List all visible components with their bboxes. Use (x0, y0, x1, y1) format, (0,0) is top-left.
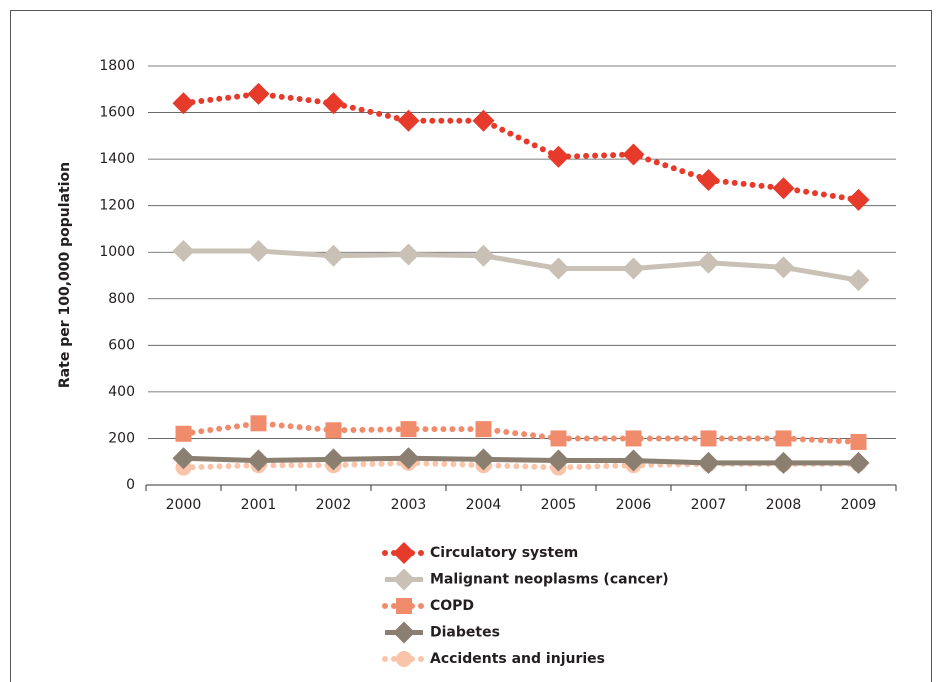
x-tick-label: 2003 (391, 497, 427, 513)
data-point (175, 425, 192, 442)
y-tick-label: 800 (108, 291, 135, 307)
data-point (397, 109, 420, 132)
y-tick-label: 1800 (99, 58, 135, 74)
data-point (622, 257, 645, 280)
data-point (547, 257, 570, 280)
data-point (622, 449, 645, 472)
legend-marker (393, 621, 415, 644)
data-point (250, 415, 267, 432)
data-point (472, 109, 495, 132)
data-point (325, 422, 342, 439)
data-point (700, 430, 717, 447)
data-point (847, 451, 870, 474)
y-tick-label: 200 (108, 430, 135, 446)
x-tick-label: 2006 (616, 497, 652, 513)
x-tick-label: 2007 (691, 497, 727, 513)
legend-label: Malignant neoplasms (cancer) (430, 572, 669, 588)
data-point (172, 447, 195, 470)
legend-marker (393, 568, 415, 591)
y-axis-label: Rate per 100,000 population (57, 162, 73, 388)
data-point (550, 430, 567, 447)
data-point (397, 447, 420, 470)
y-tick-label: 600 (108, 337, 135, 353)
x-tick-label: 2000 (166, 497, 202, 513)
data-point (847, 188, 870, 211)
data-point (772, 177, 795, 200)
data-point (547, 145, 570, 168)
legend-label: Diabetes (430, 625, 500, 641)
data-point (850, 433, 867, 450)
data-point (625, 430, 642, 447)
y-tick-label: 0 (126, 477, 135, 493)
data-point (172, 92, 195, 115)
data-point (472, 448, 495, 471)
y-tick-label: 1400 (99, 151, 135, 167)
series-line (183, 248, 859, 283)
data-point (397, 243, 420, 266)
data-point (400, 421, 417, 438)
data-point (247, 449, 270, 472)
data-point (772, 451, 795, 474)
x-tick-label: 2001 (241, 497, 277, 513)
y-tick-label: 1000 (99, 244, 135, 260)
y-tick-label: 1200 (99, 198, 135, 214)
series-line (180, 90, 862, 203)
data-point (622, 143, 645, 166)
legend-label: COPD (430, 598, 474, 614)
x-tick-label: 2005 (541, 497, 577, 513)
series-line (180, 420, 862, 445)
data-point (247, 240, 270, 263)
data-point (772, 256, 795, 279)
data-point (847, 269, 870, 292)
data-point (247, 82, 270, 105)
data-point (322, 244, 345, 267)
legend-marker (396, 598, 412, 614)
legend-marker (393, 542, 415, 564)
legend-marker (396, 651, 412, 667)
legend-label: Circulatory system (430, 545, 578, 561)
y-tick-label: 400 (108, 384, 135, 400)
data-point (547, 449, 570, 472)
data-point (475, 421, 492, 438)
series-line (183, 455, 859, 466)
legend-label: Accidents and injuries (430, 651, 605, 667)
x-tick-label: 2009 (841, 497, 877, 513)
data-point (322, 448, 345, 471)
frame (10, 10, 932, 682)
y-tick-label: 1600 (99, 105, 135, 121)
data-point (322, 92, 345, 115)
x-tick-label: 2004 (466, 497, 502, 513)
data-point (472, 244, 495, 267)
data-point (172, 240, 195, 263)
x-tick-label: 2002 (316, 497, 352, 513)
data-point (697, 251, 720, 274)
data-point (697, 169, 720, 192)
data-point (697, 451, 720, 474)
data-point (775, 430, 792, 447)
x-tick-label: 2008 (766, 497, 802, 513)
